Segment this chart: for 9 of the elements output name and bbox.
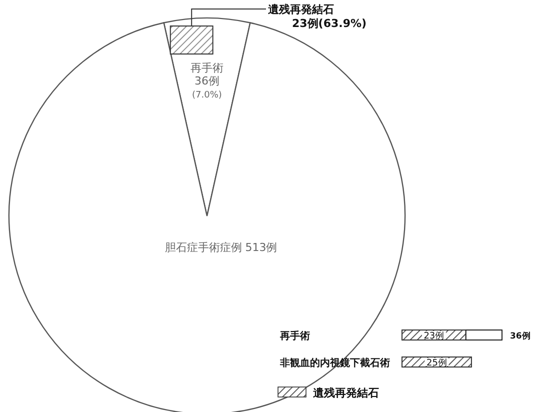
text: 遺残再発結石 [312, 386, 379, 400]
text: 遺残再発結石 23例(63.9%) [267, 3, 367, 30]
slice-label: 再手術 [190, 61, 224, 74]
text: 胆石症手術症例 513例 [164, 241, 278, 254]
data-label: 36例 (7.0%) [192, 74, 222, 100]
y-tick-label: 非観血的内視鏡下截石術 [279, 357, 390, 369]
total-label: 36例 [510, 330, 531, 342]
data-label: 23例 [424, 330, 444, 342]
data-label: 25例 [426, 358, 447, 368]
